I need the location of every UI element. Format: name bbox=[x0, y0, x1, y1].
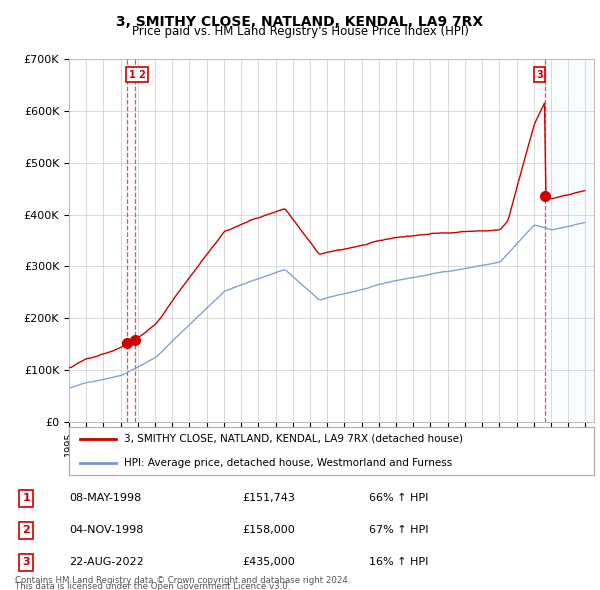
Text: HPI: Average price, detached house, Westmorland and Furness: HPI: Average price, detached house, West… bbox=[124, 458, 452, 468]
Text: This data is licensed under the Open Government Licence v3.0.: This data is licensed under the Open Gov… bbox=[15, 582, 290, 590]
Text: 3: 3 bbox=[23, 558, 30, 568]
Text: 3: 3 bbox=[536, 70, 543, 80]
Text: 67% ↑ HPI: 67% ↑ HPI bbox=[369, 526, 428, 535]
Text: 3, SMITHY CLOSE, NATLAND, KENDAL, LA9 7RX: 3, SMITHY CLOSE, NATLAND, KENDAL, LA9 7R… bbox=[116, 15, 484, 29]
Text: Price paid vs. HM Land Registry's House Price Index (HPI): Price paid vs. HM Land Registry's House … bbox=[131, 25, 469, 38]
Text: 66% ↑ HPI: 66% ↑ HPI bbox=[369, 493, 428, 503]
Text: £158,000: £158,000 bbox=[242, 526, 295, 535]
Text: Contains HM Land Registry data © Crown copyright and database right 2024.: Contains HM Land Registry data © Crown c… bbox=[15, 576, 350, 585]
Text: 1: 1 bbox=[23, 493, 30, 503]
Text: 3, SMITHY CLOSE, NATLAND, KENDAL, LA9 7RX (detached house): 3, SMITHY CLOSE, NATLAND, KENDAL, LA9 7R… bbox=[124, 434, 463, 444]
Text: 04-NOV-1998: 04-NOV-1998 bbox=[70, 526, 144, 535]
Text: £435,000: £435,000 bbox=[242, 558, 295, 568]
Text: 08-MAY-1998: 08-MAY-1998 bbox=[70, 493, 142, 503]
Text: 22-AUG-2022: 22-AUG-2022 bbox=[70, 558, 145, 568]
Text: 2: 2 bbox=[23, 526, 30, 535]
Bar bbox=[545, 59, 594, 422]
Text: 16% ↑ HPI: 16% ↑ HPI bbox=[369, 558, 428, 568]
Text: £151,743: £151,743 bbox=[242, 493, 295, 503]
Text: 1 2: 1 2 bbox=[129, 70, 146, 80]
